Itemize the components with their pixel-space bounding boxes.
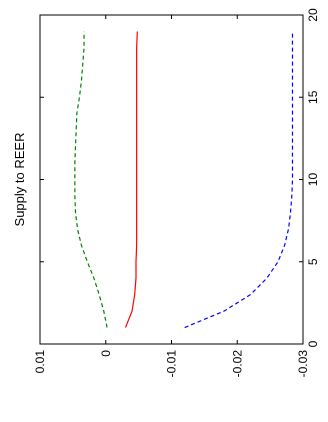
y-tick-label: -0.03	[296, 350, 310, 378]
y-tick-label: 0	[99, 350, 113, 357]
x-tick-label: 10	[306, 173, 320, 187]
y-tick-label: 0.01	[33, 350, 47, 374]
y-tick-label: -0.01	[165, 350, 179, 378]
y-tick-label: -0.02	[230, 350, 244, 378]
plot-layer: 0 5 10 15 20 0.01 0 -0.01 -0.02 -0.03 Supply to RE…	[12, 8, 320, 377]
x-tick-label: 0	[306, 340, 320, 347]
x-tick-label: 5	[306, 258, 320, 265]
chart-title: Supply to REER	[12, 133, 27, 227]
plot-frame	[39, 14, 304, 345]
x-tick-label: 20	[306, 8, 320, 22]
series-line-1	[74, 31, 108, 328]
x-tick-label: 15	[306, 90, 320, 104]
series-line-3	[184, 31, 294, 329]
series-line-2	[124, 31, 138, 328]
